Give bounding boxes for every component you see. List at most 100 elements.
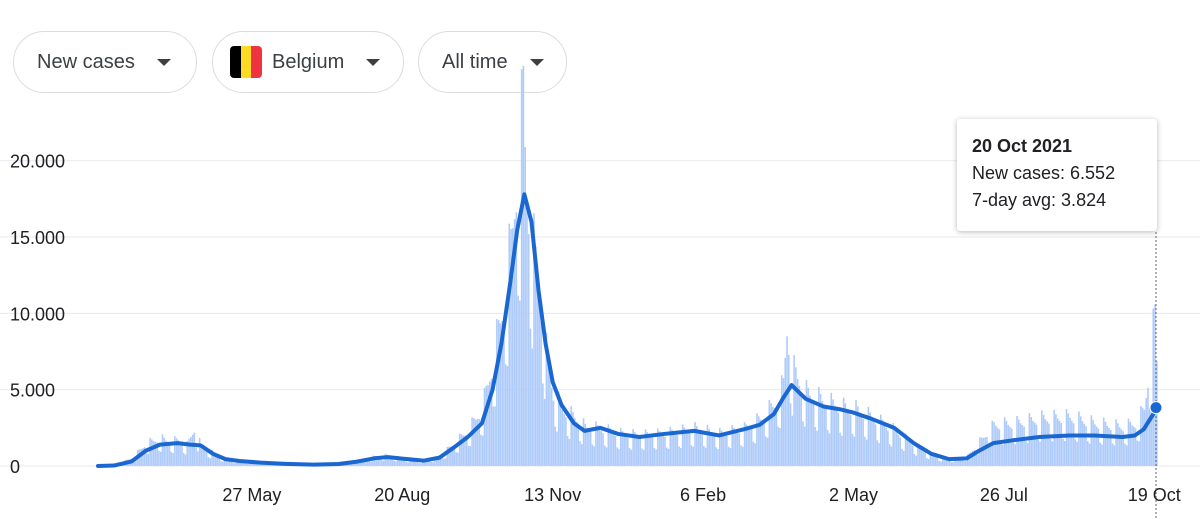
bar (685, 430, 687, 466)
bar (972, 450, 974, 466)
bar (933, 455, 935, 466)
bar (968, 453, 971, 466)
bar (216, 455, 219, 466)
bar (572, 412, 574, 466)
bar (621, 431, 624, 466)
bar (697, 429, 700, 466)
bar (839, 432, 841, 466)
bar (1120, 429, 1123, 466)
bar (1111, 443, 1114, 466)
bar (400, 458, 403, 466)
bar (604, 445, 606, 466)
bar (1118, 427, 1121, 466)
bar (954, 457, 956, 466)
bar (986, 437, 988, 466)
bar (872, 421, 875, 466)
hover-point[interactable] (1149, 401, 1163, 415)
bar (236, 459, 238, 466)
bar (1048, 423, 1050, 466)
bar (1138, 441, 1140, 466)
bar (519, 300, 521, 466)
metric-selector[interactable]: New cases (13, 31, 197, 93)
bar (765, 436, 767, 466)
bar (142, 448, 144, 466)
bar (1131, 425, 1133, 466)
bar (165, 440, 167, 466)
bar (1012, 442, 1015, 466)
bar (577, 425, 580, 466)
region-selector[interactable]: Belgium (212, 31, 404, 93)
bar (1134, 428, 1137, 466)
bar (812, 403, 815, 466)
bar (1030, 416, 1032, 466)
bar (391, 457, 394, 466)
bar (1145, 398, 1147, 466)
bar (959, 458, 962, 466)
bar (880, 414, 882, 466)
bar (451, 446, 454, 466)
bar (232, 462, 235, 466)
bar (439, 456, 442, 466)
bar (135, 459, 137, 466)
bar (1007, 424, 1009, 466)
bar (703, 445, 705, 466)
bar (591, 444, 594, 466)
bar (365, 459, 367, 466)
bar (584, 423, 587, 466)
bar (1060, 422, 1063, 466)
bar (246, 463, 249, 466)
bar (644, 429, 647, 466)
bar (876, 440, 879, 466)
bar (1124, 443, 1126, 466)
bar (1113, 445, 1116, 466)
bar (140, 448, 143, 466)
bar (607, 424, 610, 466)
bar (182, 453, 185, 466)
tooltip-new-cases: New cases: 6.552 (972, 163, 1116, 183)
bar (761, 420, 764, 466)
bar (457, 452, 459, 466)
bar (389, 456, 392, 466)
bar (931, 453, 933, 466)
bar (1018, 419, 1020, 466)
bar (220, 460, 222, 466)
bar (522, 65, 525, 467)
bar (437, 456, 440, 466)
bar (478, 418, 480, 467)
bar (464, 435, 466, 466)
bar (414, 460, 417, 466)
bar (547, 354, 549, 466)
bar (849, 414, 852, 466)
bar (200, 444, 203, 466)
bar (595, 421, 597, 466)
bar (770, 403, 772, 466)
bar (489, 381, 491, 466)
bar (819, 394, 822, 466)
bar (970, 452, 972, 466)
time-range-selector[interactable]: All time (418, 31, 567, 93)
bar (535, 246, 537, 466)
bar (559, 401, 562, 466)
bar (869, 412, 871, 466)
bar (658, 431, 661, 466)
bar (598, 428, 601, 466)
bar (740, 445, 742, 466)
bar (802, 421, 804, 466)
bar (637, 436, 640, 466)
bar (1106, 425, 1109, 466)
bar (582, 418, 585, 466)
bar (163, 437, 166, 466)
metric-selector-label: New cases (37, 50, 135, 73)
bar (763, 420, 765, 466)
bar (945, 458, 948, 466)
bar (867, 406, 870, 466)
bar (1037, 439, 1040, 466)
bar (253, 462, 256, 466)
bar (692, 446, 695, 466)
bar (503, 316, 505, 466)
bar (563, 413, 565, 466)
bar (213, 451, 215, 466)
bar (733, 427, 735, 466)
bar (450, 446, 452, 466)
